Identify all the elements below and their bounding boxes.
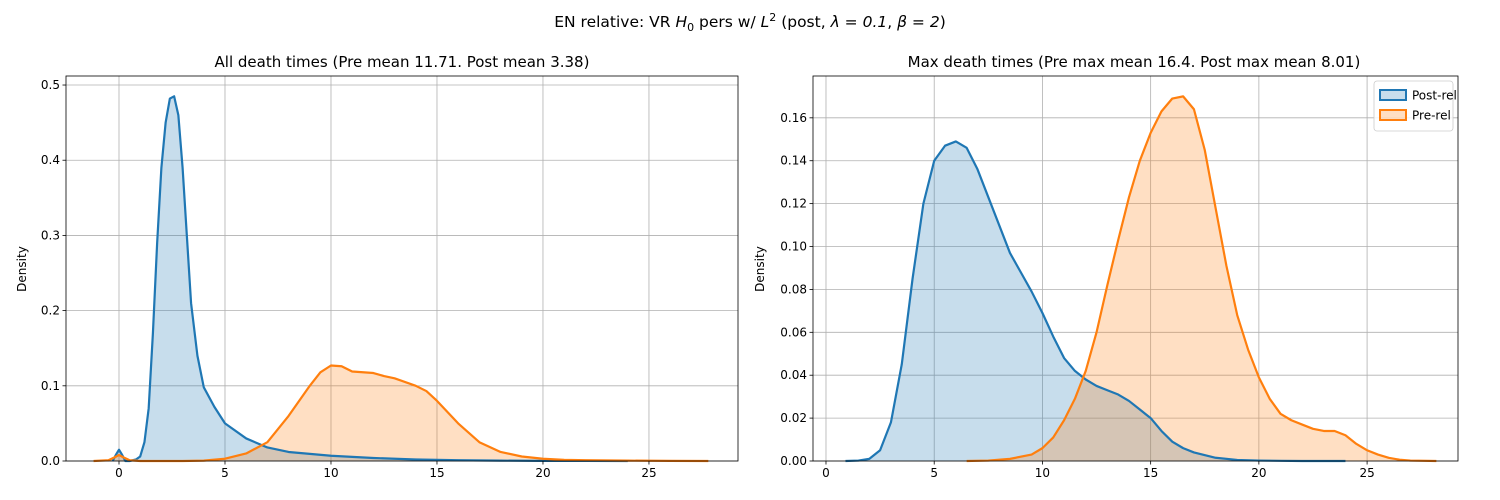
ticks: 0 5 10 15 20 25 0.0 0.1 0.2 0.3 0.4 0.5 bbox=[41, 78, 657, 480]
x-tick-label: 20 bbox=[1251, 466, 1266, 480]
pre-density-area bbox=[93, 365, 709, 461]
y-axis-label: Density bbox=[15, 246, 29, 292]
legend-swatch-pre bbox=[1379, 109, 1407, 121]
density-areas bbox=[93, 96, 709, 462]
x-tick-label: 0 bbox=[115, 466, 123, 480]
panel-title: All death times (Pre mean 11.71. Post me… bbox=[215, 53, 590, 71]
pre-density-area bbox=[966, 96, 1437, 461]
x-tick-label: 10 bbox=[1035, 466, 1050, 480]
y-tick-label: 0.3 bbox=[41, 228, 60, 242]
post-density-area bbox=[845, 141, 1346, 462]
y-tick-label: 0.16 bbox=[780, 111, 807, 125]
y-tick-label: 0.2 bbox=[41, 304, 60, 318]
y-tick-label: 0.04 bbox=[780, 368, 807, 382]
x-tick-label: 0 bbox=[822, 466, 830, 480]
panel-title: Max death times (Pre max mean 16.4. Post… bbox=[908, 53, 1361, 71]
legend: Post-rel Pre-rel bbox=[1373, 80, 1457, 132]
legend-label-post: Post-rel bbox=[1412, 89, 1457, 103]
density-areas bbox=[845, 96, 1437, 462]
y-tick-label: 0.0 bbox=[41, 454, 60, 468]
y-tick-label: 0.4 bbox=[41, 153, 60, 167]
x-tick-label: 25 bbox=[1359, 466, 1374, 480]
pre-density-line bbox=[966, 95, 1437, 463]
density-lines bbox=[845, 95, 1437, 463]
y-tick-label: 0.06 bbox=[780, 325, 807, 339]
y-tick-label: 0.10 bbox=[780, 240, 807, 254]
legend-swatch-post bbox=[1379, 89, 1407, 101]
y-tick-label: 0.12 bbox=[780, 197, 807, 211]
x-tick-label: 15 bbox=[429, 466, 444, 480]
legend-box bbox=[1373, 80, 1454, 132]
axes-frame bbox=[812, 75, 1459, 462]
y-axis-label: Density bbox=[753, 246, 767, 292]
y-tick-label: 0.08 bbox=[780, 282, 807, 296]
x-tick-label: 15 bbox=[1143, 466, 1158, 480]
x-tick-label: 5 bbox=[930, 466, 938, 480]
y-tick-label: 0.00 bbox=[780, 454, 807, 468]
y-tick-label: 0.5 bbox=[41, 78, 60, 92]
panel-all-death-times: All death times (Pre mean 11.71. Post me… bbox=[15, 53, 739, 480]
panel-max-death-times: Max death times (Pre max mean 16.4. Post… bbox=[753, 53, 1459, 480]
legend-label-pre: Pre-rel bbox=[1412, 109, 1451, 123]
post-density-line bbox=[845, 140, 1346, 463]
x-tick-label: 20 bbox=[535, 466, 550, 480]
y-tick-label: 0.1 bbox=[41, 379, 60, 393]
ticks: 0 5 10 15 20 25 0.00 0.02 0.04 0.06 0.08 0.10 0.12 0.… bbox=[780, 111, 1374, 480]
post-density-area bbox=[112, 96, 628, 462]
figure-suptitle: EN relative: VR H0 pers w/ L2 (post, λ =… bbox=[554, 11, 946, 34]
y-tick-label: 0.02 bbox=[780, 411, 807, 425]
x-tick-label: 25 bbox=[641, 466, 656, 480]
axes-frame bbox=[65, 75, 739, 462]
x-tick-label: 10 bbox=[323, 466, 338, 480]
x-tick-label: 5 bbox=[221, 466, 229, 480]
y-tick-label: 0.14 bbox=[780, 154, 807, 168]
